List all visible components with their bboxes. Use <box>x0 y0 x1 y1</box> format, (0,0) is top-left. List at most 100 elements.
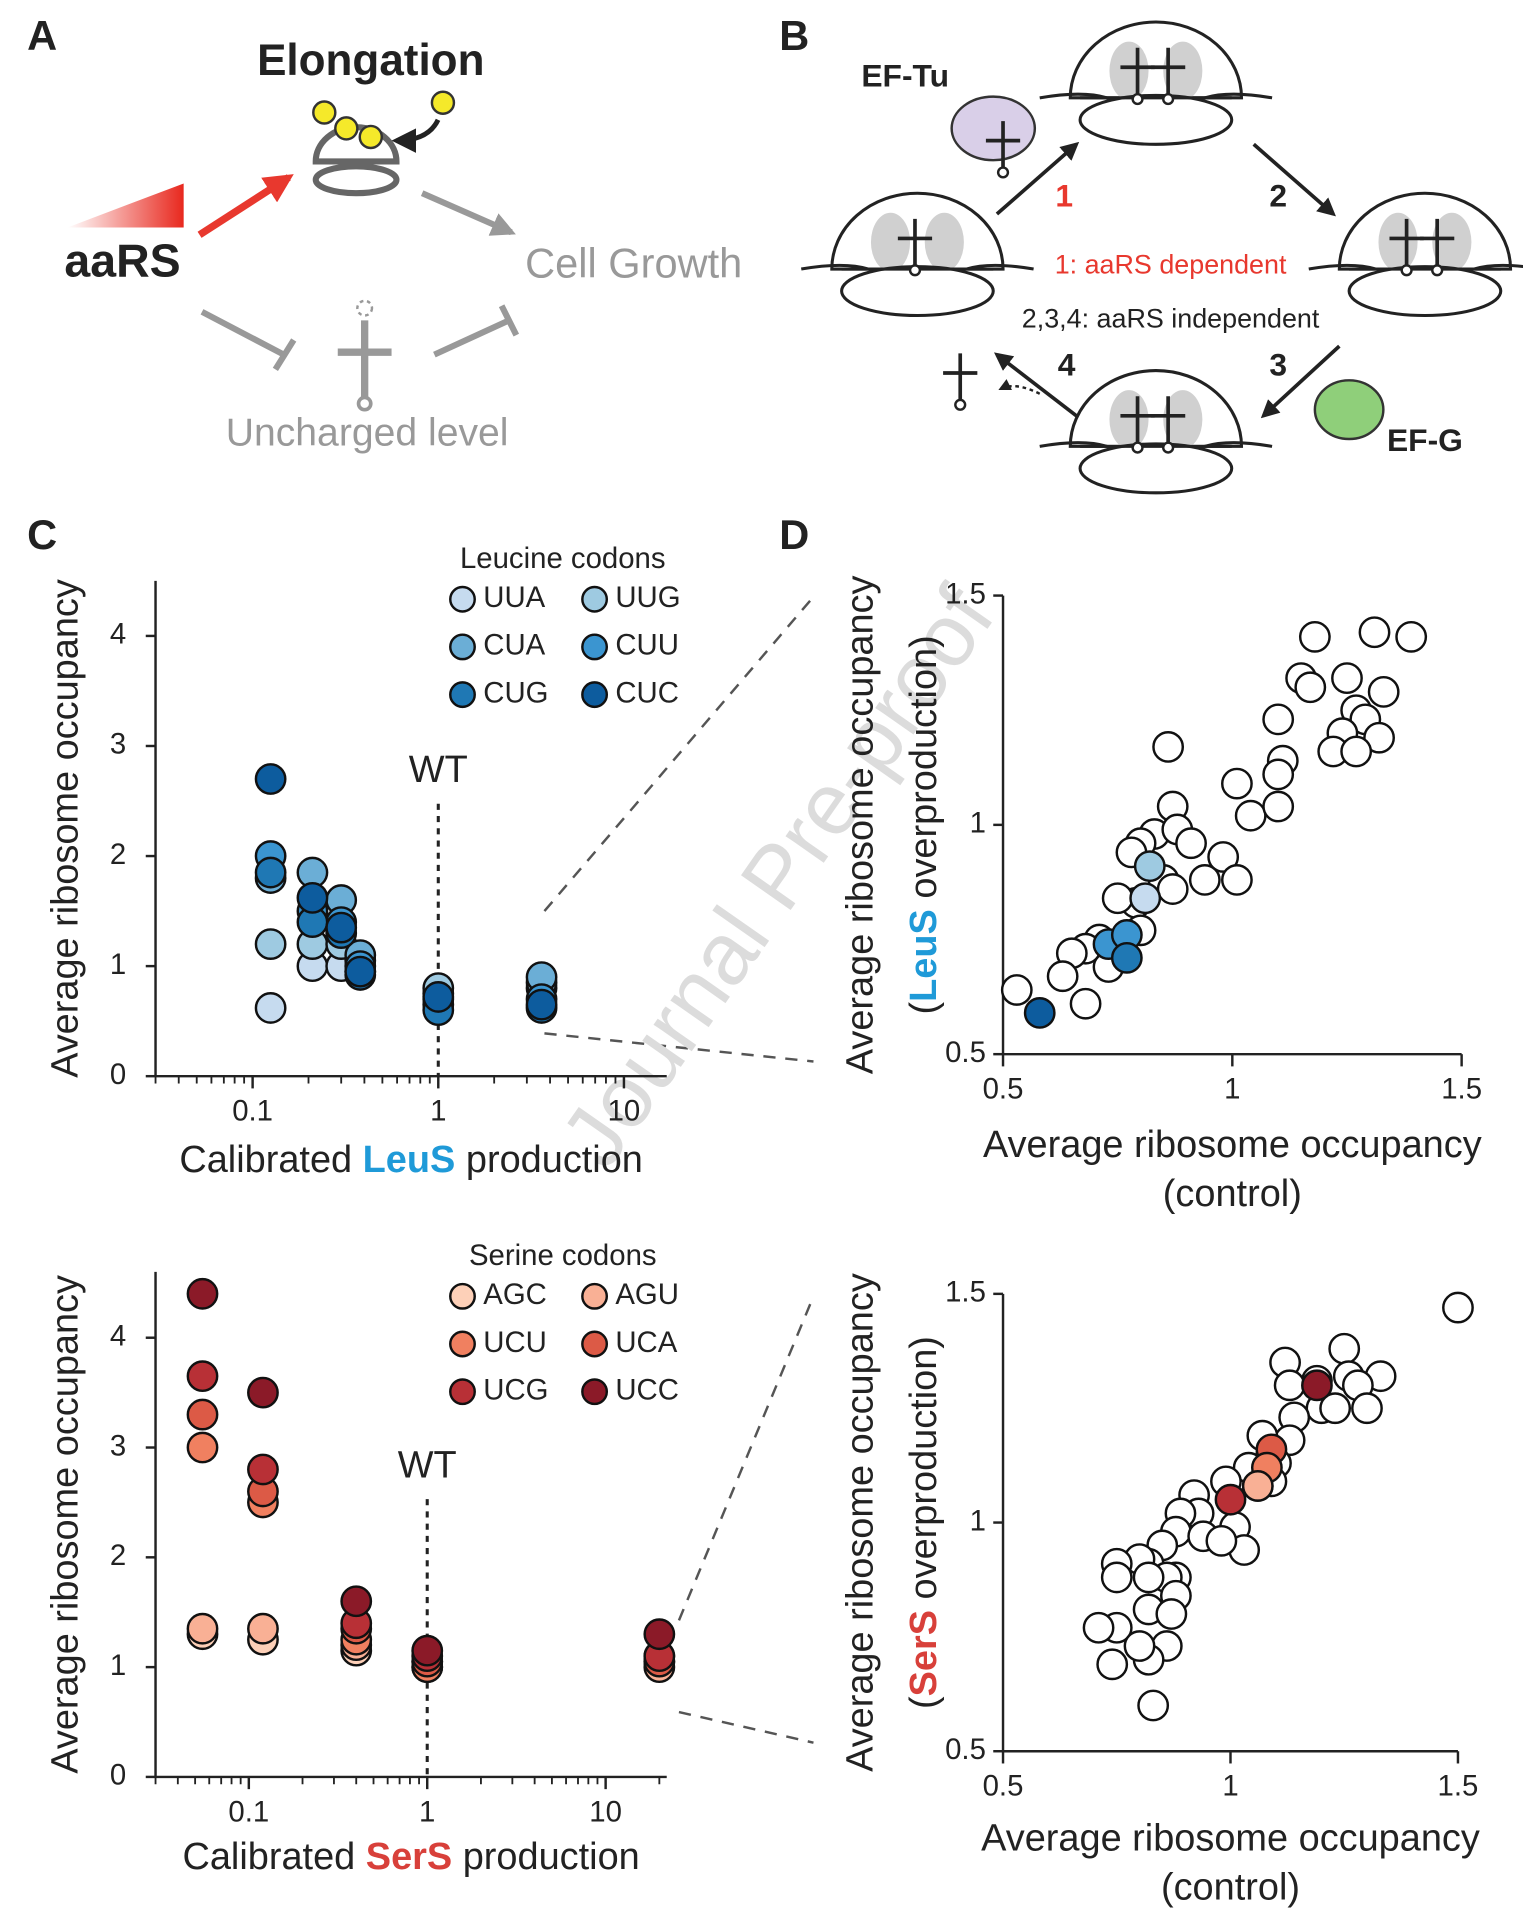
data-point <box>1358 616 1391 649</box>
data-point <box>525 988 558 1021</box>
elongation-label: Elongation <box>257 36 484 85</box>
legend-swatch <box>581 585 609 613</box>
x-tick-label: 1 <box>1224 1073 1240 1106</box>
legend-label: UCA <box>615 1326 677 1359</box>
panel-b: EF-Tu EF-G 1 2 3 4 1: aaRS dependent 2,3… <box>799 20 1523 495</box>
data-point <box>1328 1332 1361 1365</box>
annotation: WT <box>409 749 468 791</box>
legend-swatch <box>449 633 476 661</box>
data-point <box>1351 1392 1383 1425</box>
y-tick-label: 4 <box>110 1319 126 1352</box>
data-point <box>1221 863 1253 896</box>
x-axis-label: Average ribosome occupancy <box>983 1124 1482 1166</box>
data-point <box>1340 735 1373 768</box>
cell-growth-label: Cell Growth <box>525 240 742 287</box>
y-tick-label: 0 <box>110 1759 126 1792</box>
data-point <box>1331 662 1363 695</box>
data-point <box>643 1618 676 1651</box>
data-point <box>340 1585 373 1618</box>
x-tick-label: 1.5 <box>1441 1073 1482 1106</box>
data-point <box>1363 721 1395 754</box>
legend-label: UCG <box>483 1373 548 1406</box>
legend-label: UUA <box>483 581 545 614</box>
data-point <box>1262 703 1295 736</box>
data-point <box>1214 1483 1247 1516</box>
legend-label: CUC <box>615 676 679 709</box>
data-point <box>1221 767 1253 800</box>
legend-swatch <box>581 681 609 709</box>
data-point <box>1152 731 1185 763</box>
data-point <box>325 911 358 944</box>
data-point <box>1294 671 1327 704</box>
data-point <box>1133 850 1166 883</box>
y-tick-label: 2 <box>110 838 126 871</box>
data-point <box>1262 790 1295 823</box>
data-point <box>1137 1689 1170 1722</box>
legend-title: Leucine codons <box>460 542 666 575</box>
x-axis-label: (control) <box>1163 1173 1302 1215</box>
data-point <box>422 981 455 1013</box>
y-axis-label: Average ribosome occupancy <box>839 575 881 1074</box>
data-point <box>1129 882 1162 915</box>
data-point <box>247 1376 279 1409</box>
x-tick-label: 0.5 <box>983 1770 1024 1803</box>
data-point <box>1155 1598 1188 1630</box>
data-point <box>296 881 329 914</box>
legend-label: CUA <box>483 629 545 662</box>
data-point <box>1262 758 1295 791</box>
y-tick-label: 0.5 <box>945 1036 986 1069</box>
x-tick-label: 10 <box>608 1095 641 1128</box>
data-point <box>247 1453 279 1486</box>
label-part: Average ribosome occupancy <box>839 1273 881 1772</box>
data-point <box>1442 1291 1474 1324</box>
data-point <box>1241 1470 1274 1502</box>
ef-tu-label: EF-Tu <box>861 58 949 94</box>
x-tick-label: 1 <box>419 1795 435 1828</box>
label-part: production <box>455 1139 643 1181</box>
data-point <box>1132 1561 1165 1594</box>
label-part: Calibrated <box>182 1836 365 1878</box>
legend-swatch <box>449 585 476 613</box>
y-tick-label: 4 <box>110 618 126 651</box>
legend-title: Serine codons <box>469 1239 657 1272</box>
data-point <box>1298 620 1331 653</box>
label-part: Calibrated <box>179 1139 362 1181</box>
step-label: 3 <box>1269 346 1287 382</box>
legend-label: UCU <box>483 1326 547 1359</box>
x-axis-label: Average ribosome occupancy <box>981 1818 1480 1860</box>
x-tick-label: 1 <box>1222 1770 1238 1803</box>
legend-label: CUG <box>483 676 548 709</box>
legend-swatch <box>581 1282 609 1310</box>
step-label: 1 <box>1055 178 1073 214</box>
data-point <box>247 1612 279 1645</box>
y-tick-label: 2 <box>110 1539 126 1572</box>
y-axis-label: Average ribosome occupancy <box>839 1273 881 1772</box>
data-point <box>1188 863 1221 896</box>
label-part: LeuS <box>363 1139 456 1181</box>
data-point <box>1234 799 1267 832</box>
y-tick-label: 3 <box>110 1429 126 1462</box>
data-point <box>186 1398 219 1431</box>
x-tick-label: 0.1 <box>228 1795 269 1828</box>
label-part: LeuS <box>903 909 945 1002</box>
data-point <box>1046 960 1079 993</box>
data-point <box>1023 996 1056 1029</box>
data-point <box>1395 620 1428 653</box>
data-point <box>1096 1648 1129 1681</box>
legend-swatch <box>449 1330 476 1358</box>
data-point <box>1156 873 1189 905</box>
data-point <box>1175 827 1207 860</box>
data-point <box>1207 841 1240 873</box>
data-point <box>1110 941 1143 974</box>
y-tick-label: 1 <box>110 948 126 981</box>
zoom-connectors <box>543 595 815 1744</box>
legend-swatch <box>449 681 476 709</box>
legend-label: AGC <box>483 1278 547 1311</box>
label-part: ( <box>903 1001 945 1014</box>
y-axis-label: Average ribosome occupancy <box>45 1275 87 1774</box>
data-point <box>186 1360 219 1393</box>
data-point <box>1123 1630 1156 1662</box>
data-point <box>411 1634 444 1667</box>
legend-label: AGU <box>615 1278 679 1311</box>
legend-swatch <box>581 633 609 661</box>
